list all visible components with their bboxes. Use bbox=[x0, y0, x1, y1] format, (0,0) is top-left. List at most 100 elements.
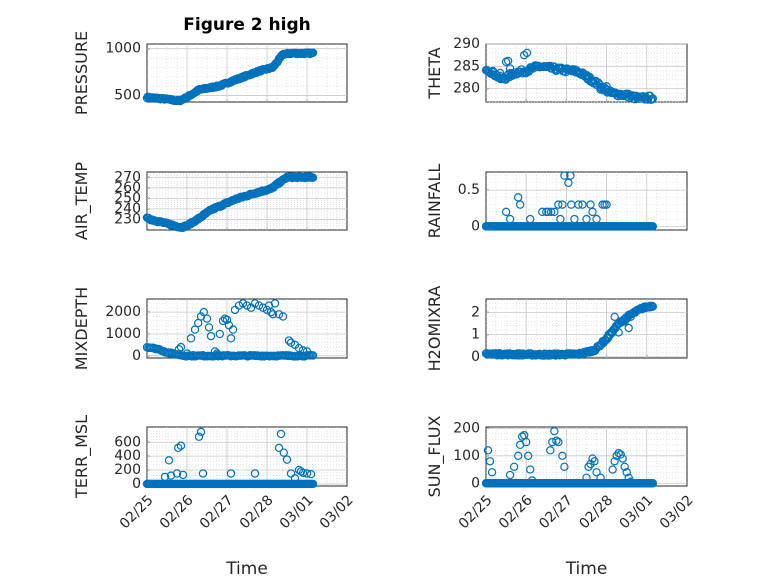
plot-3-y-tick-label: 270 bbox=[114, 169, 141, 185]
plot-8-data-point bbox=[592, 468, 601, 477]
plot-8-data-point bbox=[552, 436, 561, 445]
plot-4-data-point bbox=[566, 171, 575, 180]
plot-4-data-point bbox=[602, 200, 611, 209]
plot-7-x-tick-label: 03/02 bbox=[317, 492, 357, 532]
plot-7-data-point bbox=[250, 469, 260, 478]
plot-4-data-point bbox=[544, 207, 553, 217]
plot-7-data-point bbox=[274, 443, 284, 453]
plot-8-data-point bbox=[546, 446, 555, 455]
plot-4-data-point bbox=[592, 214, 601, 224]
plot-7-data-point bbox=[198, 469, 208, 478]
plot-2-data-point bbox=[503, 56, 513, 66]
plot-7-y-tick-label: 600 bbox=[114, 434, 141, 450]
plot-8-data-point bbox=[614, 448, 623, 458]
plot-5-data-point bbox=[226, 334, 236, 343]
plot-5-data-point bbox=[266, 307, 276, 317]
plot-7-data-point bbox=[172, 469, 182, 478]
plot-6-data-point bbox=[610, 312, 619, 322]
plot-8-x-tick-label: 03/02 bbox=[657, 492, 697, 532]
plot-8-data-point bbox=[548, 437, 557, 447]
plot-3-y-tick-label: 260 bbox=[114, 180, 141, 196]
plot-3-data-point bbox=[308, 173, 318, 182]
plot-8-data-point bbox=[608, 465, 617, 474]
plot-7-data-point bbox=[308, 479, 318, 489]
plot-4-data-point bbox=[546, 207, 556, 217]
plot-5-data-point bbox=[174, 345, 184, 354]
plot-6-data-point bbox=[648, 302, 658, 311]
plot-5-data-point bbox=[254, 301, 264, 310]
plot-5-data-point bbox=[182, 349, 192, 358]
plot-8-data-point bbox=[622, 468, 631, 477]
plot-5-data-point bbox=[228, 325, 238, 334]
plot-6-y-tick-label: 1 bbox=[471, 327, 480, 343]
plot-8-data-point bbox=[582, 473, 591, 482]
plot-7-y-tick-label: 0 bbox=[132, 476, 141, 492]
plot-5-data-point bbox=[190, 325, 200, 334]
plot-2-y-tick-label: 280 bbox=[453, 81, 480, 97]
plot-1-title: Figure 2 high bbox=[183, 15, 311, 35]
plot-6-data-point bbox=[614, 328, 623, 337]
plot-5-y-tick-label: 0 bbox=[132, 348, 141, 364]
plot-8-data-point bbox=[624, 473, 633, 482]
plot-8-data-point bbox=[648, 479, 658, 488]
plot-6-y-axis-label: H2OMIXRA bbox=[425, 286, 444, 372]
plot-2-data-point bbox=[602, 82, 611, 91]
plot-7-data-point bbox=[164, 456, 174, 465]
plot-7-x-tick-label: 02/25 bbox=[117, 492, 157, 532]
plot-7-data-point bbox=[302, 469, 312, 478]
plot-4-data-point bbox=[570, 214, 579, 224]
plot-8-data-point bbox=[528, 476, 537, 485]
plot-7-data-point bbox=[306, 470, 316, 479]
plot-4-data-point bbox=[515, 200, 525, 209]
plot-7-data-point bbox=[282, 455, 292, 464]
plot-8-data-point bbox=[524, 451, 533, 461]
plot-1-y-tick-label: 500 bbox=[114, 87, 141, 103]
plot-5-data-point bbox=[298, 346, 308, 355]
plot-2-data-point bbox=[505, 64, 515, 73]
plot-6-data-point bbox=[626, 312, 635, 322]
plot-8-data-point bbox=[550, 426, 559, 436]
plot-5-data-point bbox=[238, 299, 248, 308]
plot-7-x-tick-label: 03/01 bbox=[277, 492, 317, 532]
plot-5-y-tick-label: 2000 bbox=[105, 304, 141, 320]
plot-8-data-point bbox=[596, 473, 605, 482]
plot-4-data-point bbox=[554, 200, 563, 209]
plot-5-data-point bbox=[218, 316, 228, 326]
plot-1-data-point bbox=[308, 48, 318, 57]
plot-6-data-point bbox=[624, 323, 633, 333]
plot-2-data-point bbox=[495, 68, 505, 78]
plot-7-data-point bbox=[176, 441, 186, 450]
plot-8-data-point bbox=[626, 477, 635, 487]
plot-4-y-axis-label: RAINFALL bbox=[425, 164, 444, 239]
plot-4-y-tick-label: 0 bbox=[471, 218, 480, 234]
plot-5-data-point bbox=[284, 336, 294, 345]
plot-3-y-tick-label: 230 bbox=[114, 211, 141, 227]
plot-8-data-point bbox=[618, 454, 627, 463]
plot-8-x-tick-label: 02/27 bbox=[536, 492, 576, 532]
plot-8-data-point bbox=[517, 432, 527, 441]
plot-8-axes-frame bbox=[485, 426, 688, 487]
plot-5-data-point bbox=[222, 315, 232, 324]
data-markers bbox=[142, 48, 658, 489]
plot-7-x-tick-label: 02/28 bbox=[237, 492, 277, 532]
plot-5-data-point bbox=[186, 334, 196, 343]
plot-4-y-tick-label: 0.5 bbox=[458, 182, 480, 198]
plot-8-data-point bbox=[487, 468, 497, 477]
plot-8-x-tick-label: 02/26 bbox=[496, 492, 536, 532]
plot-8-data-point bbox=[513, 451, 523, 461]
plot-4-data-point bbox=[501, 207, 511, 217]
plot-5-data-point bbox=[215, 329, 224, 339]
plot-7-data-point bbox=[226, 469, 236, 478]
plot-7-y-tick-label: 200 bbox=[114, 462, 141, 478]
plot-2-y-axis-label: THETA bbox=[425, 47, 444, 99]
plot-7-y-tick-label: 400 bbox=[114, 448, 141, 464]
plot-4-data-point bbox=[505, 214, 515, 224]
grid-lines bbox=[147, 43, 687, 486]
plot-5-data-point bbox=[274, 310, 284, 319]
plot-4-data-point bbox=[526, 214, 535, 224]
plot-4-data-point bbox=[556, 214, 565, 224]
plot-8-y-axis-label: SUN_FLUX bbox=[425, 416, 445, 498]
plot-5-data-point bbox=[212, 349, 222, 358]
plot-8-data-point bbox=[485, 457, 495, 466]
plot-7-data-point bbox=[160, 472, 170, 482]
